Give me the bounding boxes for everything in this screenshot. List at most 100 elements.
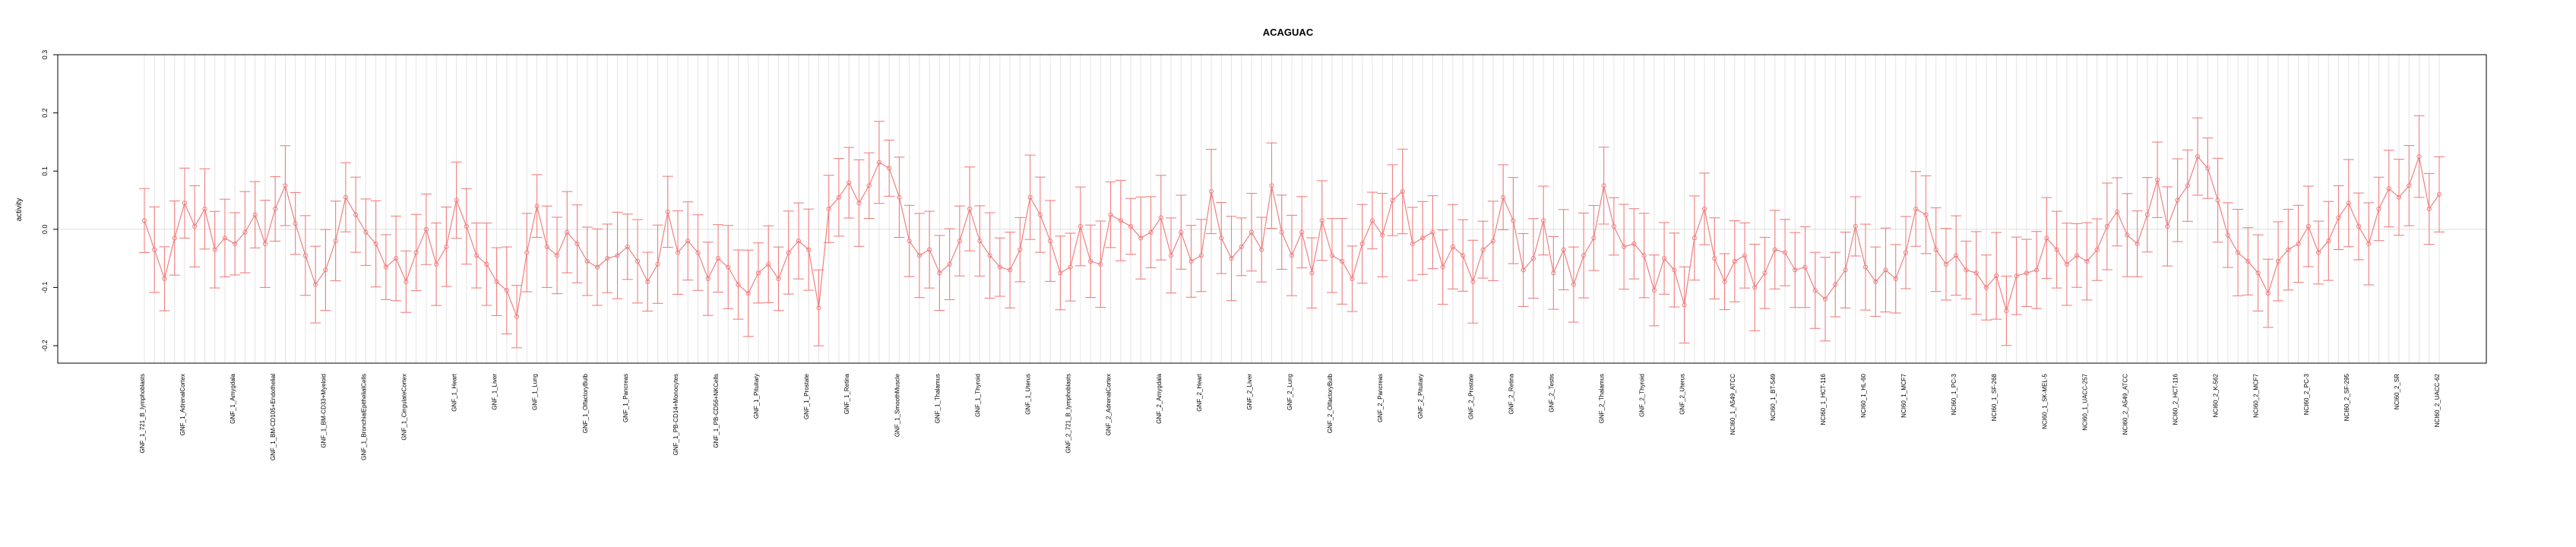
data-point <box>2245 258 2251 264</box>
x-tick-label: NCI60_1_A549_ATCC <box>1729 374 1736 435</box>
x-tick-label: GNF_1_Prostate <box>803 373 810 419</box>
data-point <box>1631 241 1637 247</box>
data-point <box>394 256 399 261</box>
x-tick-label: GNF_2_Liver <box>1246 374 1253 410</box>
data-point <box>665 209 670 214</box>
data-point <box>504 288 509 293</box>
x-tick-label: NCI60_2_PC-3 <box>2303 373 2310 415</box>
series-line <box>144 154 2440 319</box>
data-point <box>1833 282 1838 287</box>
data-point <box>524 250 530 255</box>
x-tick-label: GNF_2_Amygdala <box>1156 373 1163 423</box>
data-point <box>141 218 147 223</box>
data-point <box>252 212 258 217</box>
x-tick-label: NCI60_1_MCF7 <box>1900 373 1907 417</box>
y-axis-label: activity <box>15 198 24 222</box>
x-tick-label: GNF_2_AdrenalCortex <box>1106 374 1112 435</box>
data-point <box>1701 206 1707 212</box>
data-point <box>1279 229 1284 235</box>
activity-series <box>139 115 2445 349</box>
x-tick-label: GNF_1_Amygdala <box>229 373 236 423</box>
data-point <box>1601 183 1606 188</box>
data-point <box>2064 261 2070 267</box>
data-point <box>2084 258 2090 264</box>
data-point <box>625 244 630 249</box>
data-point <box>605 256 610 261</box>
data-point <box>323 267 328 273</box>
data-point <box>2125 232 2130 238</box>
x-tick-label: NCI60_1_PC-3 <box>1951 373 1957 415</box>
plot-area-frame <box>57 54 2487 364</box>
data-point <box>2336 215 2341 220</box>
data-point <box>1843 267 1848 273</box>
data-point <box>474 253 479 258</box>
data-point <box>1551 270 1556 276</box>
data-point <box>313 282 318 287</box>
data-point <box>1460 253 1466 258</box>
data-point <box>1248 229 1255 235</box>
data-point <box>2104 223 2109 229</box>
data-point <box>2315 250 2321 255</box>
data-point <box>172 236 177 241</box>
data-point <box>554 253 560 258</box>
data-point <box>162 276 167 282</box>
data-point <box>273 206 278 212</box>
data-point <box>1651 288 1657 293</box>
data-point <box>675 250 681 255</box>
data-point <box>1289 253 1295 258</box>
x-tick-label: GNF_2_Thalamus <box>1599 374 1606 423</box>
data-point <box>1359 241 1365 247</box>
data-point <box>977 239 983 244</box>
data-point <box>383 264 388 270</box>
x-tick-label: GNF_2_Prostate <box>1467 373 1474 419</box>
data-point <box>2386 186 2391 191</box>
data-point <box>1691 236 1697 241</box>
data-point <box>1722 279 1727 284</box>
data-point <box>2205 166 2210 171</box>
data-point <box>2144 212 2150 217</box>
data-point <box>736 282 741 287</box>
data-point <box>876 160 882 165</box>
data-point <box>2074 253 2080 258</box>
data-point <box>1259 247 1264 252</box>
x-tick-label: GNF_1_AdrenalCortex <box>179 374 186 435</box>
data-point <box>655 261 660 267</box>
data-point <box>1964 267 1969 273</box>
data-point <box>806 247 812 252</box>
x-tick-label: GNF_2_Pancreas <box>1377 374 1384 422</box>
data-point <box>333 239 338 244</box>
data-point <box>1229 256 1234 261</box>
data-point <box>2416 153 2422 160</box>
data-point <box>1390 198 1395 203</box>
data-point <box>1420 236 1426 241</box>
data-point <box>1430 229 1435 235</box>
data-point <box>2115 209 2120 214</box>
data-point <box>1400 188 1405 194</box>
x-tick-label: NCI60_2_HCT-116 <box>2173 373 2179 425</box>
data-point <box>1068 264 1073 270</box>
x-tick-label: GNF_1_Thalamus <box>934 374 941 423</box>
x-tick-label: NCI60_2_SR <box>2394 374 2400 409</box>
data-point <box>444 244 449 249</box>
data-point <box>1490 239 1496 244</box>
data-point <box>1812 288 1818 293</box>
data-point <box>1058 270 1063 276</box>
data-point <box>2185 183 2190 188</box>
chart-title: ACAGUAC <box>1263 27 1314 38</box>
data-point <box>2175 198 2180 203</box>
data-point <box>1913 206 1919 212</box>
data-point <box>1138 236 1144 241</box>
data-point <box>1098 261 1103 267</box>
data-point <box>373 241 378 247</box>
x-tick-label: NCI60_2_A549_ATCC <box>2122 374 2128 435</box>
data-point <box>916 253 922 258</box>
data-point <box>403 279 409 284</box>
data-point <box>1511 218 1516 223</box>
data-point <box>1591 236 1597 241</box>
data-point <box>997 264 1002 270</box>
x-tick-label: NCI60_1_BT-549 <box>1770 373 1777 420</box>
data-point <box>1983 285 1989 290</box>
x-tick-label: GNF_1_Pancreas <box>622 374 629 422</box>
data-point <box>293 221 298 226</box>
data-point <box>222 236 228 241</box>
